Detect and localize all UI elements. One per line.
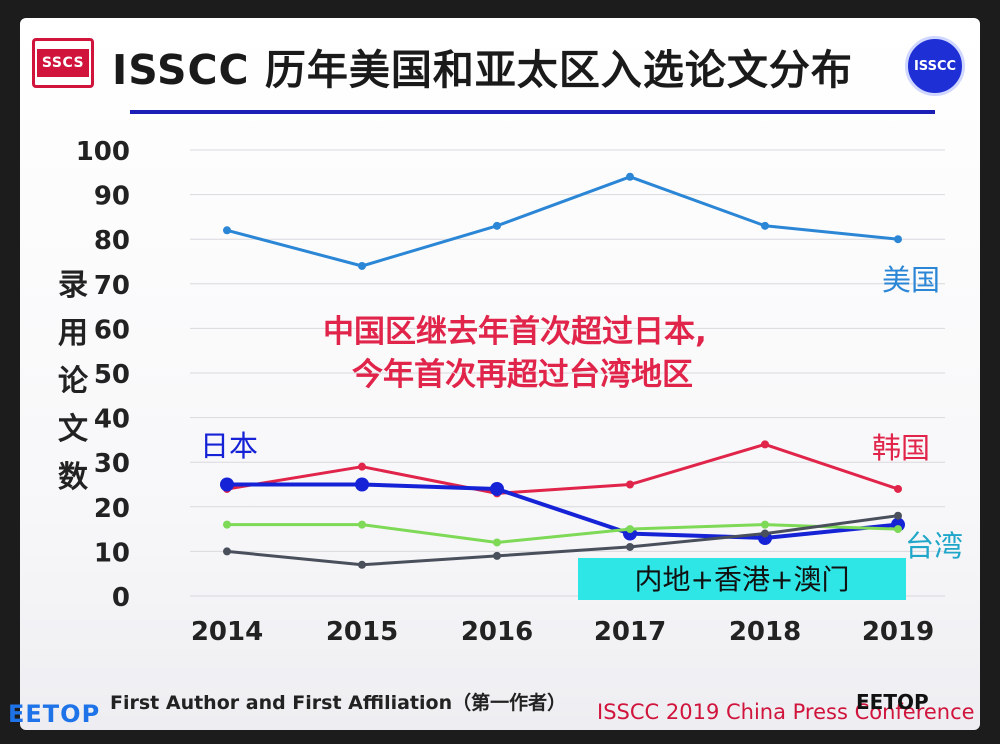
sscs-logo-text: SSCS	[36, 49, 90, 77]
annotation-line-1: 中国区继去年首次超过日本,	[323, 314, 707, 350]
data-point-taiwan	[223, 520, 231, 529]
x-tick-label: 2018	[729, 617, 801, 647]
data-point-mainland	[626, 542, 634, 551]
isscc-logo-text: ISSCC	[913, 58, 957, 74]
data-point-mainland	[894, 511, 902, 520]
x-tick-label: 2017	[594, 617, 666, 647]
data-point-mainland	[223, 547, 231, 556]
eetop-watermark-left: EETOP	[8, 700, 101, 728]
y-tick-label: 80	[94, 226, 130, 256]
data-point-korea	[626, 480, 634, 489]
y-axis-label: 录用论文数	[58, 268, 88, 495]
data-point-usa	[223, 226, 231, 235]
data-point-japan	[490, 481, 504, 496]
data-point-taiwan	[894, 525, 902, 534]
x-tick-label: 2016	[461, 617, 533, 647]
data-point-japan	[220, 477, 234, 492]
y-tick-label: 20	[94, 494, 130, 524]
isscc-logo: ISSCC	[905, 36, 965, 96]
conference-name: ISSCC 2019 China Press Conference	[597, 700, 975, 724]
y-tick-label: 60	[94, 315, 130, 345]
data-point-mainland	[493, 551, 501, 560]
eetop-watermark-right: EETOP	[856, 690, 929, 714]
y-tick-label: 70	[94, 271, 130, 301]
x-tick-label: 2019	[862, 617, 934, 647]
data-point-korea	[358, 462, 366, 471]
series-line-korea	[226, 442, 899, 495]
slide-background	[20, 18, 980, 730]
y-tick-label: 10	[94, 538, 130, 568]
data-point-mainland	[761, 529, 769, 538]
data-point-taiwan	[761, 520, 769, 529]
y-tick-label: 30	[94, 449, 130, 479]
mainland-label-box	[578, 558, 906, 600]
data-point-taiwan	[626, 525, 634, 534]
series-line-usa	[226, 175, 899, 268]
data-point-usa	[626, 172, 634, 181]
annotation-line-2: 今年首次再超过台湾地区	[352, 357, 693, 393]
data-point-usa	[358, 261, 366, 270]
series-line-mainland	[226, 514, 899, 567]
series-label-taiwan: 台湾	[905, 529, 963, 563]
y-tick-label: 0	[112, 583, 130, 613]
series-line-taiwan	[227, 523, 899, 544]
footer-note: First Author and First Affiliation（第一作者）	[110, 692, 567, 714]
slide-title: ISSCC 历年美国和亚太区入选论文分布	[112, 46, 853, 94]
data-point-korea	[894, 484, 902, 493]
data-point-korea	[761, 440, 769, 449]
data-point-usa	[894, 235, 902, 244]
series-label-mainland: 内地+香港+澳门	[635, 563, 850, 596]
x-tick-label: 2014	[191, 617, 263, 647]
sscs-logo: SSCS	[32, 38, 94, 88]
series-line-japan	[227, 482, 899, 540]
data-point-taiwan	[358, 520, 366, 529]
series-label-korea: 韩国	[872, 431, 930, 465]
title-underline	[130, 110, 935, 114]
y-tick-label: 100	[76, 137, 130, 167]
data-point-usa	[761, 221, 769, 230]
data-point-mainland	[358, 560, 366, 569]
data-point-usa	[493, 221, 501, 230]
series-label-japan: 日本	[200, 429, 258, 463]
x-tick-label: 2015	[326, 617, 398, 647]
y-tick-label: 40	[94, 405, 130, 435]
series-label-usa: 美国	[882, 263, 940, 297]
y-tick-label: 90	[94, 182, 130, 212]
y-tick-label: 50	[94, 360, 130, 390]
data-point-japan	[355, 477, 369, 492]
data-point-taiwan	[493, 538, 501, 547]
